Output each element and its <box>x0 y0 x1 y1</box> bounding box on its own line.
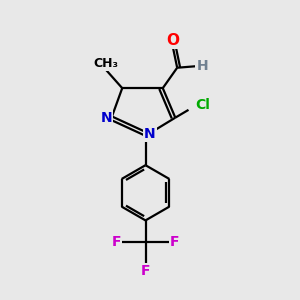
Text: F: F <box>141 264 150 278</box>
Text: N: N <box>100 111 112 125</box>
Text: O: O <box>166 33 179 48</box>
Text: N: N <box>144 127 156 141</box>
Text: Cl: Cl <box>195 98 210 112</box>
Text: H: H <box>196 59 208 73</box>
Text: F: F <box>111 235 121 249</box>
Text: CH₃: CH₃ <box>93 57 118 70</box>
Text: F: F <box>170 235 180 249</box>
